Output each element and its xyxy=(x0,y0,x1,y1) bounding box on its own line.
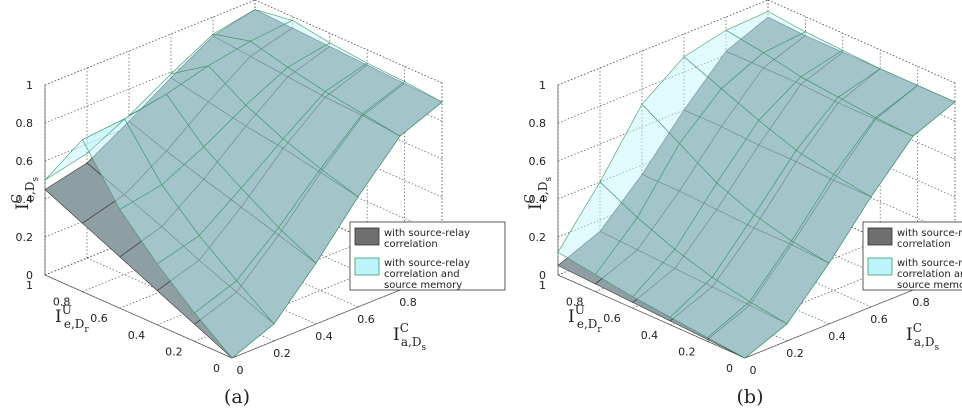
y-tick-label: 0.8 xyxy=(53,296,71,309)
panel-label: (a) xyxy=(224,386,250,408)
legend-swatch xyxy=(867,257,893,276)
y-tick-label: 0.2 xyxy=(165,345,183,358)
z-tick-label: 0.2 xyxy=(529,231,547,244)
x-tick-label: 0 xyxy=(237,364,244,377)
grid-line xyxy=(744,272,956,359)
legend-label: with source-relay xyxy=(897,258,962,269)
surface-patch xyxy=(194,280,275,359)
y-tick-label: 0 xyxy=(213,362,220,375)
y-tick-label: 1 xyxy=(26,279,33,292)
ylabel-label: IU e,Dr xyxy=(568,303,602,335)
grid-line xyxy=(44,274,233,359)
legend-label: source memory xyxy=(384,280,462,291)
label-sub: e,D xyxy=(577,317,598,331)
grid-line xyxy=(194,256,405,342)
grid-line xyxy=(44,37,256,124)
grid-line xyxy=(767,0,956,84)
label-sup: U xyxy=(62,303,72,317)
label-sup: C xyxy=(913,321,922,335)
y-tick-label: 0.4 xyxy=(128,329,146,342)
y-tick-label: 0 xyxy=(726,362,733,375)
y-tick-label: 1 xyxy=(539,279,546,292)
legend-swatch xyxy=(867,227,893,246)
grid-line xyxy=(254,0,443,84)
legend-label: with source-relay xyxy=(897,228,962,239)
y-tick-label: 0.2 xyxy=(678,345,696,358)
label-subsub: s xyxy=(544,177,554,182)
label-base: I xyxy=(906,325,913,345)
label-sup: C xyxy=(9,194,23,203)
label-sub: a,D xyxy=(914,335,935,349)
xlabel-label: IC a,Ds xyxy=(393,321,427,353)
label-subsub: r xyxy=(84,325,89,335)
z-tick-label: 0 xyxy=(539,269,546,282)
label-base: I xyxy=(568,307,575,327)
zlabel-label: ICe,Ds xyxy=(522,177,554,210)
grid-line xyxy=(557,274,746,359)
legend-label: with source-relay xyxy=(384,228,470,239)
x-tick-label: 0.4 xyxy=(315,330,333,343)
z-tick-label: 0.4 xyxy=(16,193,34,206)
label-sub: e,D xyxy=(536,182,550,203)
x-tick-label: 0.8 xyxy=(912,296,930,309)
label-subsub: s xyxy=(935,343,940,353)
ylabel-label: IU e,Dr xyxy=(55,303,89,335)
x-tick-label: 0.2 xyxy=(786,347,804,360)
label-sup: U xyxy=(575,303,585,317)
legend-label: correlation and xyxy=(384,269,460,280)
legend-swatch xyxy=(354,227,380,246)
grid-line xyxy=(557,0,769,86)
z-tick-label: 0.2 xyxy=(16,231,34,244)
legend-label: correlation and xyxy=(897,269,962,280)
panel-label: (b) xyxy=(737,386,764,408)
grid-line xyxy=(707,256,918,342)
x-tick-label: 0 xyxy=(750,364,757,377)
z-tick-label: 0 xyxy=(26,269,33,282)
x-tick-label: 0.2 xyxy=(273,347,291,360)
z-tick-label: 0.4 xyxy=(529,193,547,206)
grid-line xyxy=(767,189,956,274)
legend-label: correlation xyxy=(897,239,951,250)
xlabel-label: IC a,Ds xyxy=(906,321,940,353)
z-tick-label: 0.8 xyxy=(16,117,34,130)
panel: 00.20.40.60.8100.20.40.60.8100.20.40.60.… xyxy=(9,0,506,408)
x-tick-label: 0.8 xyxy=(399,296,417,309)
y-tick-label: 0.6 xyxy=(90,312,108,325)
z-tick-label: 0.6 xyxy=(16,155,34,168)
y-tick-label: 0.6 xyxy=(603,312,621,325)
panel: 00.20.40.60.8100.20.40.60.8100.20.40.60.… xyxy=(522,0,962,408)
x-tick-label: 0.4 xyxy=(828,330,846,343)
grid-line xyxy=(557,75,769,162)
y-tick-label: 0.8 xyxy=(566,296,584,309)
label-sub: e,D xyxy=(64,317,85,331)
label-subsub: s xyxy=(422,343,427,353)
x-tick-label: 0.6 xyxy=(870,313,888,326)
legend-label: correlation xyxy=(384,239,438,250)
label-subsub: r xyxy=(597,325,602,335)
legend-swatch xyxy=(354,257,380,276)
x-tick-label: 0.6 xyxy=(357,313,375,326)
grid-line xyxy=(231,272,443,359)
z-tick-label: 1 xyxy=(539,79,546,92)
z-tick-label: 1 xyxy=(26,79,33,92)
label-sub: a,D xyxy=(401,335,422,349)
zlabel-label: ICe,Ds xyxy=(9,177,41,210)
label-base: I xyxy=(13,203,33,210)
z-tick-label: 0.6 xyxy=(529,155,547,168)
z-tick-label: 0.8 xyxy=(529,117,547,130)
legend-label: with source-relay xyxy=(384,258,470,269)
label-subsub: s xyxy=(31,177,41,182)
legend-label: source memory xyxy=(897,280,962,291)
label-base: I xyxy=(393,325,400,345)
grid-line xyxy=(254,189,443,274)
y-tick-label: 0.4 xyxy=(641,329,659,342)
label-sup: C xyxy=(522,194,536,203)
label-sub: e,D xyxy=(23,182,37,203)
label-sup: C xyxy=(400,321,409,335)
surface-patch xyxy=(707,301,788,359)
label-base: I xyxy=(526,203,546,210)
grid-line xyxy=(44,0,256,86)
label-base: I xyxy=(55,307,62,327)
